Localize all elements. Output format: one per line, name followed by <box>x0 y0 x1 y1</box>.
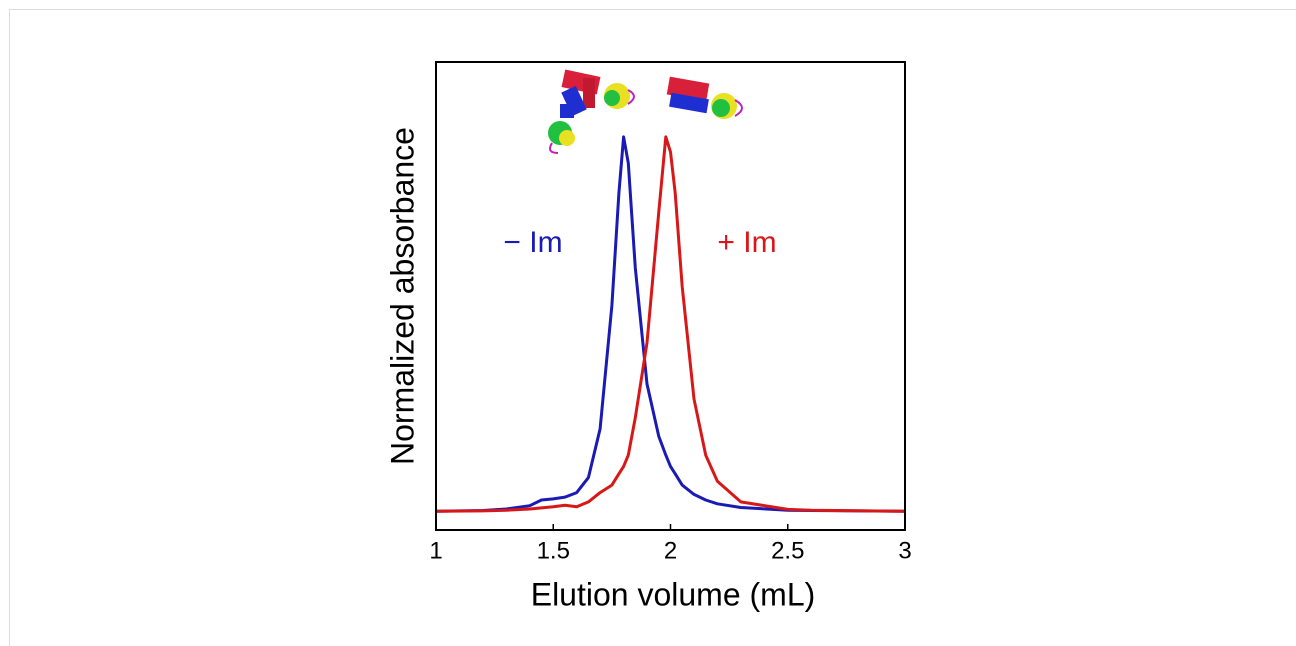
x-tick-label: 2.5 <box>771 537 804 564</box>
frame <box>9 9 1296 646</box>
x-tick-label: 1 <box>429 537 442 564</box>
cartoon-minus <box>548 69 635 154</box>
series-label: − Im <box>503 226 562 259</box>
series-line <box>435 135 906 513</box>
plot-border <box>435 61 906 531</box>
x-tick-label: 2 <box>664 537 677 564</box>
cartoon-plus <box>666 76 743 119</box>
x-axis-label: Elution volume (mL) <box>531 576 816 612</box>
x-tick-label: 3 <box>898 537 911 564</box>
x-tick-label: 1.5 <box>537 537 570 564</box>
y-axis-label: Normalized absorbance <box>384 127 420 465</box>
series-label: + Im <box>717 226 776 259</box>
series-line <box>435 135 906 513</box>
